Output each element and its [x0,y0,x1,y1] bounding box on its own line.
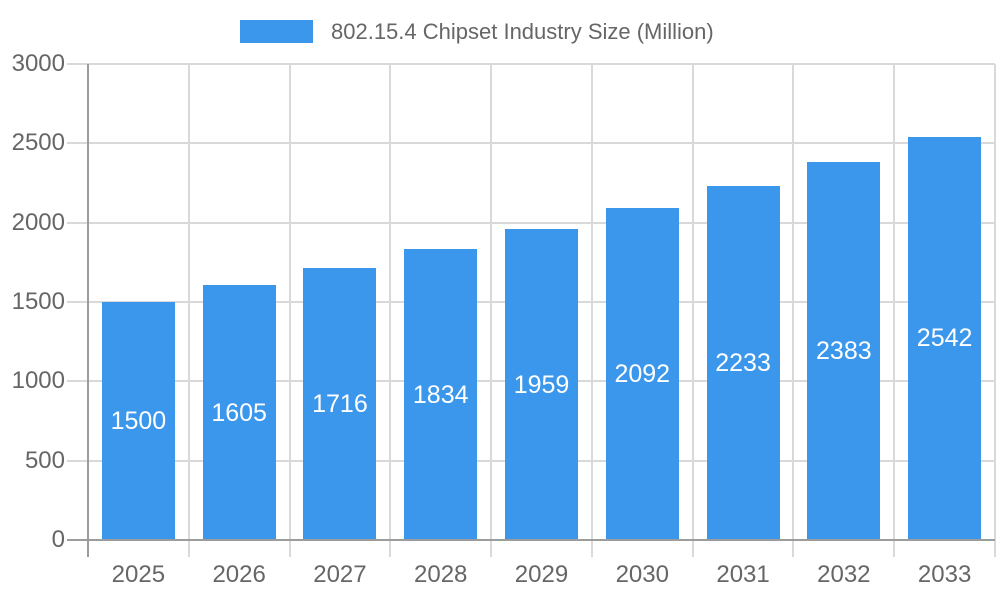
x-gridline-3 [389,64,392,557]
bar-value-2028: 1834 [412,380,469,409]
y-axis-line [87,64,89,557]
bar-value-2027: 1716 [312,389,368,418]
y-tick-label-500: 500 [24,446,65,474]
bar-2029[interactable] [505,229,578,540]
bar-2030[interactable] [605,208,679,540]
bar-value-2029: 1959 [513,370,570,399]
y-tick-label-1500: 1500 [11,288,65,315]
y-tick-label-1000: 1000 [11,367,65,395]
x-gridline-7 [792,64,795,557]
x-tick-label-2028: 2028 [414,561,468,588]
y-tick-label-2000: 2000 [11,208,65,236]
x-gridline-1 [187,64,190,557]
bar-2025[interactable] [101,302,175,540]
bar-value-2033: 2542 [916,324,973,353]
x-tick-label-2029: 2029 [514,561,569,588]
x-gridline-9 [994,64,996,557]
y-gridline-2000 [67,221,995,224]
y-tick-label-3000: 3000 [11,50,65,77]
x-gridline-5 [590,64,593,557]
legend-color-swatch[interactable] [240,20,313,43]
bar-2032[interactable] [807,161,881,540]
bar-2026[interactable] [202,285,276,540]
bar-2028[interactable] [404,249,478,540]
bar-value-2026: 1605 [211,398,267,427]
bar-value-2025: 1500 [110,407,167,435]
bar-value-2030: 2092 [614,360,671,389]
x-tick-label-2030: 2030 [615,561,669,588]
x-gridline-4 [490,64,493,557]
x-axis-line [67,539,995,541]
x-gridline-8 [893,64,896,557]
x-tick-label-2025: 2025 [111,561,166,588]
x-gridline-2 [288,64,291,557]
y-tick-label-0: 0 [51,526,65,553]
bar-2031[interactable] [706,185,780,540]
y-gridline-2500 [67,142,995,145]
x-tick-label-2032: 2032 [817,561,871,588]
x-tick-label-2026: 2026 [212,561,266,588]
x-gridline-6 [691,64,694,557]
y-gridline-3000 [67,63,995,65]
bar-2033[interactable] [908,136,982,540]
x-tick-label-2033: 2033 [917,561,972,588]
bar-value-2032: 2383 [816,336,872,365]
x-tick-label-2031: 2031 [716,561,770,588]
y-tick-label-2500: 2500 [11,129,65,157]
x-tick-label-2027: 2027 [313,561,367,588]
chart-legend[interactable]: 802.15.4 Chipset Industry Size (Million) [240,19,714,44]
bar-value-2031: 2233 [715,348,771,377]
bar-2027[interactable] [303,267,377,540]
legend-label[interactable]: 802.15.4 Chipset Industry Size (Million) [331,18,714,44]
